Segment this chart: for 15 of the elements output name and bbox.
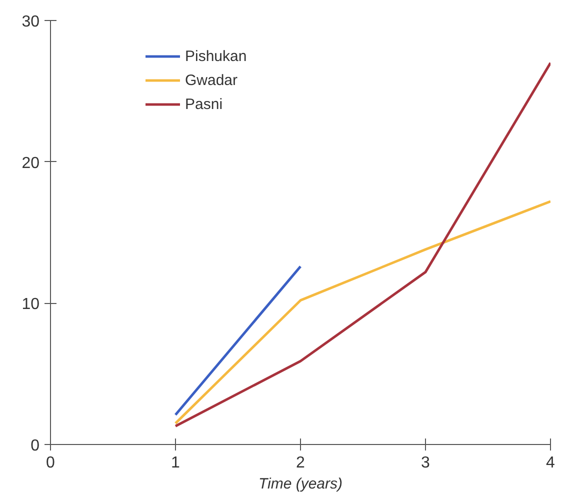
x-tick-label: 3: [421, 454, 430, 472]
y-tick-label: 10: [22, 296, 40, 314]
y-tick-label: 0: [30, 438, 40, 454]
y-tick-label: 30: [22, 14, 40, 30]
x-tick-label: 0: [46, 454, 56, 472]
legend-label: Pishukan: [185, 48, 247, 64]
x-tick-label: 4: [546, 454, 556, 472]
legend-label: Gwadar: [185, 72, 238, 88]
legend-label: Pasni: [185, 96, 223, 112]
x-tick-label: 1: [171, 454, 180, 472]
line-series: [174, 200, 550, 425]
x-tick-label: 2: [296, 454, 306, 472]
y-tick-label: 20: [22, 154, 40, 172]
line-series: [174, 62, 550, 428]
x-axis-title: Time (years): [258, 476, 343, 492]
